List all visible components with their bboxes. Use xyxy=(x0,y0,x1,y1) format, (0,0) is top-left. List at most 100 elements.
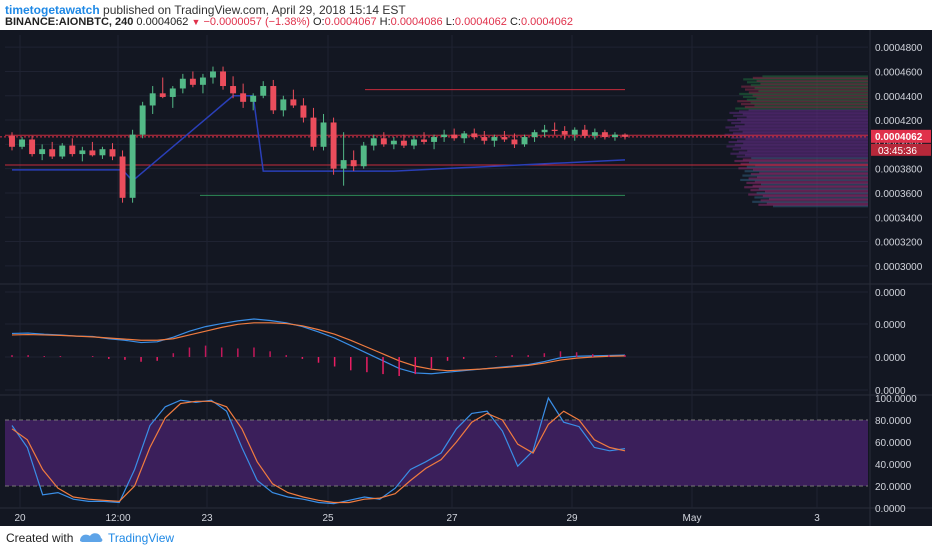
candle-body xyxy=(531,132,538,138)
candle-body xyxy=(119,156,126,198)
volume-profile-bar xyxy=(758,203,868,206)
volume-profile-bar xyxy=(738,151,868,154)
stoch-tick-label: 40.0000 xyxy=(875,460,912,471)
footer: Created with TradingView xyxy=(0,526,932,550)
volume-profile-bar xyxy=(762,194,868,198)
volume-profile-bar xyxy=(743,142,868,145)
candle-body xyxy=(431,137,438,142)
published-text: published on TradingView.com, April 29, … xyxy=(103,3,406,17)
volume-profile-bar xyxy=(751,156,868,160)
stoch-tick-label: 60.0000 xyxy=(875,438,912,449)
volume-profile-bar xyxy=(766,202,868,205)
price-tick-label: 0.0003200 xyxy=(875,238,923,249)
low-label: L: xyxy=(445,16,455,28)
volume-profile-bar xyxy=(741,146,868,149)
candle-body xyxy=(250,95,257,102)
volume-profile-bar xyxy=(760,82,868,85)
candle-body xyxy=(129,134,136,198)
candle-body xyxy=(69,145,76,155)
volume-profile-bar xyxy=(733,132,868,135)
volume-profile-bar xyxy=(731,121,868,125)
candle-body xyxy=(189,78,196,85)
trend-band-line xyxy=(12,95,626,182)
price-badge-text: 0.0004062 xyxy=(875,132,923,143)
candle-body xyxy=(601,132,608,138)
price-tick-label: 0.0004200 xyxy=(875,116,923,127)
volume-profile-bar xyxy=(740,120,868,123)
chart-svg[interactable]: 0.0004800 0.0004600 0.0004400 0.0004200 0.00… xyxy=(0,30,932,526)
open-value: 0.0004067 xyxy=(324,16,377,28)
created-with-text: Created with xyxy=(6,531,74,545)
volume-profile-bar xyxy=(741,103,868,106)
candle-body xyxy=(400,140,407,146)
volume-profile-bar xyxy=(748,193,868,196)
volume-profile-bar xyxy=(740,162,868,166)
time-tick-label: 25 xyxy=(322,513,334,524)
volume-profile-bar xyxy=(745,138,868,141)
volume-profile-bar xyxy=(769,197,868,201)
volume-profile-bar xyxy=(737,139,868,142)
price-badge xyxy=(871,129,931,143)
author-link[interactable]: timetogetawatch xyxy=(5,3,100,17)
time-tick-label: 12:00 xyxy=(105,513,130,524)
volume-profile-bar xyxy=(754,180,868,183)
high-label: H: xyxy=(379,16,391,28)
candle-body xyxy=(220,71,226,87)
macd-tick-label: 0.0000 xyxy=(875,320,906,331)
volume-profile-bar xyxy=(736,155,868,158)
axes: 0.0004800 0.0004600 0.0004400 0.0004200 0.00… xyxy=(14,43,931,524)
candle-body xyxy=(199,77,206,85)
candle-body xyxy=(330,122,337,169)
volume-profile-bar xyxy=(752,200,868,203)
candle-body xyxy=(461,133,468,139)
candle-body xyxy=(501,137,508,140)
candle-body xyxy=(611,134,618,138)
volume-profile-bar xyxy=(760,199,868,202)
volume-profile-bar xyxy=(746,98,868,101)
volume-profile-bar xyxy=(744,123,868,126)
volume-profile-bar xyxy=(745,154,868,157)
price-change: −0.0000057 (−1.38%) xyxy=(203,16,310,28)
candle-body xyxy=(521,137,528,145)
candle-body xyxy=(139,105,146,135)
tradingview-brand[interactable]: TradingView xyxy=(108,531,175,545)
volume-profile-bar xyxy=(750,189,868,192)
volume-profile-bar xyxy=(756,79,868,82)
candle-body xyxy=(561,130,568,135)
price-tick-label: 0.0003800 xyxy=(875,165,923,176)
time-tick-label: 29 xyxy=(566,513,578,524)
volume-profile-bar xyxy=(752,94,868,97)
stoch-tick-label: 80.0000 xyxy=(875,416,912,427)
candle-body xyxy=(159,93,166,97)
countdown-badge xyxy=(871,143,931,156)
volume-profile-bar xyxy=(737,100,868,103)
volume-profile-bar xyxy=(744,186,868,189)
candle-body xyxy=(571,129,578,135)
time-tick-label: 3 xyxy=(814,513,820,524)
candle-body xyxy=(320,122,327,147)
candle-body xyxy=(421,139,427,142)
volume-profile-bar xyxy=(737,117,868,120)
volume-profile-bar xyxy=(758,187,868,190)
high-value: 0.0004086 xyxy=(390,16,443,28)
candle-body xyxy=(511,139,518,145)
macd-tick-label: 0.0000 xyxy=(875,288,906,299)
candle-body xyxy=(622,134,628,137)
volume-profile-bar xyxy=(752,184,868,187)
volume-profile-bar xyxy=(762,75,868,78)
volume-profile-bar xyxy=(730,136,868,139)
candle-body xyxy=(79,150,86,155)
chart-area[interactable]: 0.0004800 0.0004600 0.0004400 0.0004200 0.00… xyxy=(0,30,932,526)
stoch-tick-label: 100.0000 xyxy=(875,394,917,405)
candle-body xyxy=(390,140,397,145)
open-label: O: xyxy=(312,16,325,28)
stoch-k-line xyxy=(11,396,626,505)
price-tick-label: 0.0003000 xyxy=(875,262,923,273)
volume-profile-bar xyxy=(726,145,868,148)
price-tick-label: 0.0003400 xyxy=(875,213,923,224)
volume-profile-bar xyxy=(761,183,868,186)
volume-profile-bar xyxy=(728,140,868,144)
volume-profile-bar xyxy=(727,119,868,122)
volume-profile-bar xyxy=(738,167,868,170)
price-tick-label: 0.0003600 xyxy=(875,189,923,200)
